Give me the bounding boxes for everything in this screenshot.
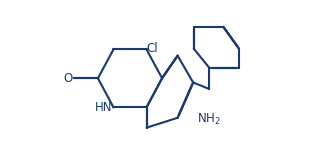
Text: NH$_2$: NH$_2$ [197, 112, 221, 127]
Text: O: O [64, 72, 73, 85]
Text: HN: HN [95, 101, 113, 114]
Text: Cl: Cl [146, 42, 158, 55]
